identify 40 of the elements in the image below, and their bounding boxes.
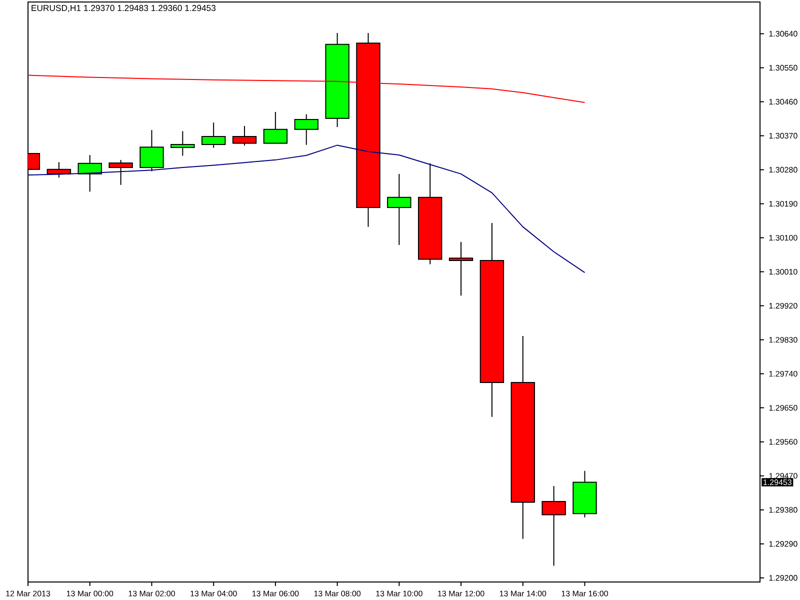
x-tick-label: 13 Mar 16:00: [562, 590, 608, 596]
candlestick: [263, 111, 288, 144]
y-tick-label: 1.30370: [769, 132, 798, 139]
y-tick-label: 1.29470: [769, 472, 798, 479]
y-tick-label: 1.30640: [769, 30, 798, 37]
x-tick-label: 13 Mar 14:00: [500, 590, 546, 596]
y-tick-label: 1.29290: [769, 541, 798, 547]
y-tick-label: 1.30100: [769, 234, 798, 241]
candlestick: [294, 114, 318, 146]
candlestick: [448, 241, 474, 296]
y-tick-label: 1.30460: [769, 98, 798, 105]
x-tick-label: 13 Mar 02:00: [128, 590, 175, 596]
y-tick-label: 1.29830: [769, 336, 798, 343]
y-tick-label: 1.30550: [769, 64, 798, 71]
candlestick: [108, 159, 133, 186]
candlestick: [387, 173, 412, 246]
x-tick-label: 13 Mar 10:00: [376, 590, 422, 596]
y-tick-label: 1.30280: [769, 166, 798, 173]
candlestick: [201, 122, 226, 148]
y-tick-label: 1.29650: [769, 404, 798, 411]
y-tick-label: 1.30190: [769, 200, 798, 207]
x-tick-label: 12 Mar 2013: [6, 590, 50, 596]
candlestick: [542, 486, 566, 566]
candlestick: [140, 130, 164, 172]
x-tick-label: 13 Mar 12:00: [438, 590, 484, 596]
x-tick-label: 13 Mar 04:00: [190, 590, 237, 596]
candlestick: [232, 125, 257, 146]
text: 1.29453: [764, 479, 792, 486]
y-tick-label: 1.30010: [769, 268, 798, 275]
y-tick-label: 1.29560: [769, 438, 798, 445]
candlestick: [78, 154, 102, 192]
x-tick-label: 13 Mar 08:00: [314, 590, 361, 596]
y-tick-label: 1.29920: [769, 302, 798, 309]
chart-title: EURUSD,H1 1.29370 1.29483 1.29360 1.29453: [32, 4, 216, 12]
y-tick-label: 1.29380: [769, 507, 798, 513]
y-tick-label: 1.29740: [769, 370, 798, 377]
candlestick: [170, 130, 195, 156]
x-tick-label: 13 Mar 06:00: [252, 590, 299, 596]
x-tick-label: 13 Mar 00:00: [66, 590, 114, 596]
y-tick-label: 1.29200: [769, 575, 798, 581]
